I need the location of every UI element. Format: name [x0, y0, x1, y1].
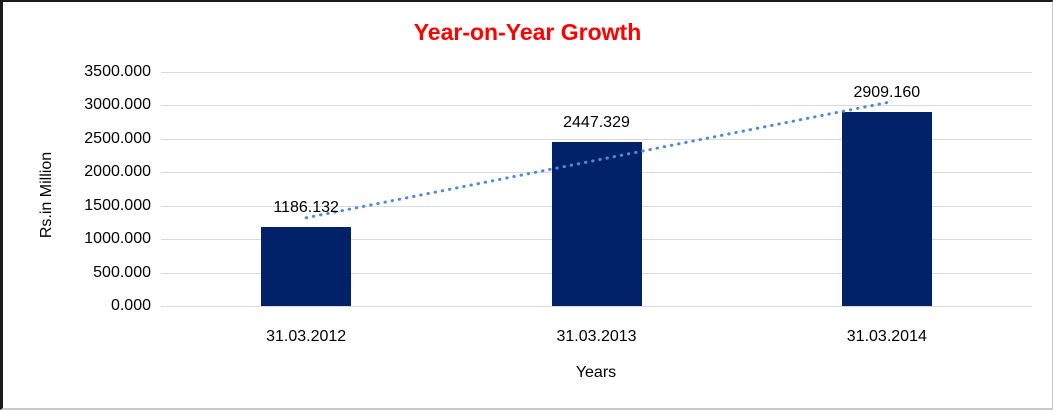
y-tick-label: 1500.000 — [84, 196, 151, 214]
y-tick-label: 2000.000 — [84, 163, 151, 181]
bar — [841, 111, 932, 306]
gridline — [161, 72, 1032, 73]
trendline — [304, 101, 889, 220]
y-tick-label: 0.000 — [110, 297, 151, 314]
bar — [261, 226, 352, 306]
data-label: 2909.160 — [853, 83, 921, 101]
x-tick-label: 31.03.2014 — [846, 328, 927, 345]
chart-title: Year-on-Year Growth — [413, 19, 642, 45]
gridline — [161, 306, 1032, 307]
y-tick-label: 3000.000 — [84, 96, 151, 114]
x-tick-label: 31.03.2012 — [266, 328, 347, 345]
plot-area: 1186.132 2447.329 2909.160 — [161, 72, 1032, 307]
gridline — [161, 105, 1032, 107]
y-tick-label: 2500.000 — [84, 129, 151, 147]
x-axis-title: Years — [575, 364, 617, 381]
y-tick-label: 3500.000 — [84, 63, 151, 80]
x-tick-label: 31.03.2013 — [556, 328, 637, 345]
data-label: 2447.329 — [563, 114, 630, 132]
y-tick-label: 500.000 — [93, 263, 151, 281]
y-tick-label: 1000.000 — [84, 230, 151, 248]
bar — [551, 142, 642, 306]
gridline — [161, 138, 1032, 140]
data-label: 1186.132 — [273, 198, 339, 216]
